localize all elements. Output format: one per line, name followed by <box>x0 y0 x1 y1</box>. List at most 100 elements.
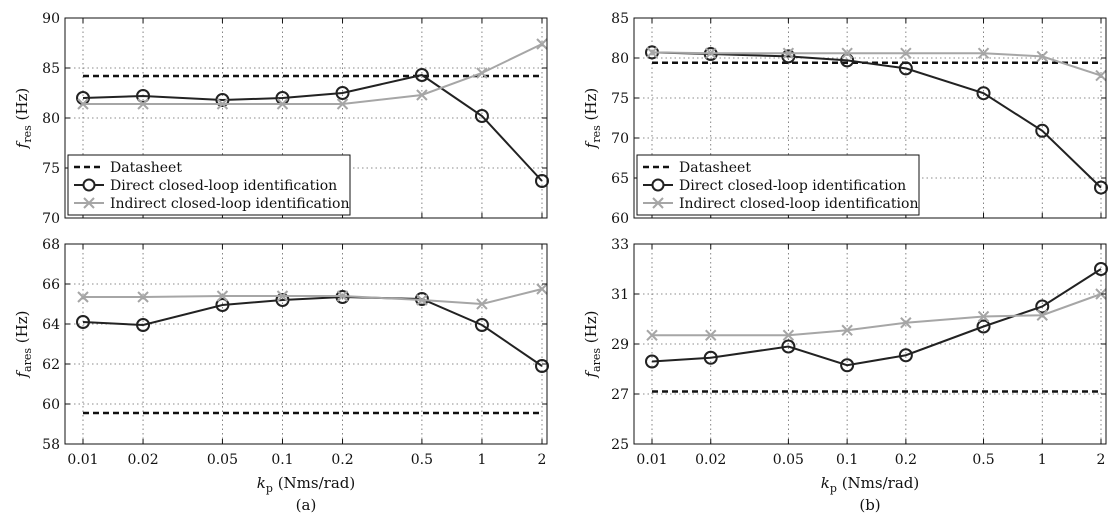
marker-x-stroke <box>782 329 795 341</box>
y-tick-label: 64 <box>42 317 60 333</box>
marker-circle <box>474 109 489 123</box>
legend: Datasheet Direct closed-loop identificati… <box>67 154 351 216</box>
marker-circle <box>703 350 718 365</box>
plot-b-ares: 25 27 29 31 33 0.01 0.02 0.05 0.1 0.2 0.5 1 2 fares (… <box>582 237 1108 468</box>
y-axis-label-unit: (Hz) <box>582 310 600 347</box>
marker-circle <box>1094 262 1108 276</box>
y-axis-label-unit: (Hz) <box>582 88 600 125</box>
marker-circle <box>335 86 350 100</box>
marker-x-stroke <box>336 290 349 302</box>
legend-label: Datasheet <box>110 160 182 176</box>
marker-x-stroke <box>782 47 795 59</box>
x-tick-label: 1 <box>477 452 486 468</box>
marker-x <box>977 310 990 323</box>
y-tick-label: 85 <box>611 11 629 27</box>
x-tick-label: 0.5 <box>972 452 994 468</box>
marker-circle <box>535 359 549 373</box>
y-axis-label: fares (Hz) <box>582 310 603 378</box>
plot-frame <box>633 17 1107 219</box>
marker-x-stroke <box>216 290 229 302</box>
legend: Datasheet Direct closed-loop identificati… <box>636 154 920 216</box>
marker-x-stroke <box>77 98 89 110</box>
panel-caption: (b) <box>859 496 880 514</box>
y-axis-label-sub: res <box>21 125 34 143</box>
legend-label: Direct closed-loop identification <box>110 178 337 194</box>
plot-a-res: 70 75 80 85 90 fres (Hz) Datasheet Direct close… <box>13 11 549 227</box>
marker-x-stroke <box>900 317 912 329</box>
legend-label: Indirect closed-loop identification <box>679 196 918 212</box>
marker-circle <box>136 89 151 103</box>
x-tick-label: 2 <box>538 452 547 468</box>
marker-circle <box>136 318 151 332</box>
y-tick-label: 80 <box>611 51 629 67</box>
x-axis-label-sub: p <box>266 482 273 495</box>
marker-x <box>782 329 795 341</box>
legend-marker-x <box>83 197 95 209</box>
x-tick-label: 2 <box>1097 452 1106 468</box>
y-axis-label-sub: ares <box>21 348 34 372</box>
y-tick-label: 90 <box>42 11 60 27</box>
marker-x-stroke <box>1095 69 1107 82</box>
legend-label: Indirect closed-loop identification <box>110 196 349 212</box>
marker-x-stroke <box>646 46 658 59</box>
legend-marker-circle <box>82 178 96 192</box>
marker-x-stroke <box>216 98 229 110</box>
x-axis-label: kp (Nms/rad) <box>257 474 355 495</box>
marker-circle <box>976 86 991 101</box>
marker-x <box>276 290 289 302</box>
marker-circle <box>645 354 659 369</box>
marker-x-stroke <box>137 98 149 110</box>
marker-x <box>536 38 548 50</box>
marker-x-stroke <box>137 291 149 303</box>
plot-b-res: 60 65 70 75 80 85 fres (Hz) Datasheet Direct clo… <box>582 11 1108 227</box>
series-line-2 <box>652 293 1102 337</box>
marker-circle <box>535 174 549 188</box>
marker-x <box>416 89 428 101</box>
marker-x <box>841 324 853 336</box>
y-tick-label: 68 <box>42 237 60 253</box>
y-tick-label: 60 <box>42 397 60 413</box>
y-tick-label: 33 <box>611 237 629 253</box>
y-tick-label: 70 <box>42 211 60 227</box>
x-axis-label-unit: (Nms/rad) <box>837 474 919 492</box>
y-tick-label: 80 <box>42 111 60 127</box>
plot-frame <box>64 243 548 445</box>
y-axis-label-main: f <box>582 140 600 149</box>
legend-box <box>67 154 351 216</box>
marker-x-stroke <box>705 47 717 59</box>
marker-x <box>476 67 488 79</box>
marker-circle <box>1035 299 1050 314</box>
x-tick-label: 0.02 <box>695 452 726 468</box>
y-tick-label: 31 <box>611 287 629 303</box>
marker-x-stroke <box>1036 50 1048 63</box>
y-axis-label: fres (Hz) <box>582 88 603 149</box>
x-tick-label: 0.2 <box>331 452 353 468</box>
marker-x <box>900 317 912 329</box>
y-axis-label-sub: res <box>590 125 603 143</box>
marker-x-stroke <box>336 98 349 110</box>
series-line-1 <box>651 51 1102 189</box>
marker-x-stroke <box>841 324 853 336</box>
y-tick-label: 75 <box>611 91 629 107</box>
y-axis-label: fares (Hz) <box>13 310 34 378</box>
marker-circle <box>840 358 855 373</box>
marker-x <box>977 47 990 59</box>
marker-x <box>77 291 89 303</box>
marker-x <box>646 329 658 341</box>
marker-circle <box>898 348 913 363</box>
legend-box <box>636 154 920 216</box>
marker-circle <box>781 339 796 354</box>
x-tick-label: 0.05 <box>207 452 238 468</box>
marker-x <box>536 283 548 295</box>
series-line-2 <box>83 288 543 306</box>
marker-circle <box>215 298 230 312</box>
marker-x-stroke <box>977 47 990 59</box>
marker-x-stroke <box>416 89 428 101</box>
y-axis-label-main: f <box>13 140 31 149</box>
y-tick-label: 85 <box>42 61 60 77</box>
marker-circle <box>215 93 230 107</box>
marker-x-stroke <box>77 291 89 303</box>
x-tick-label: 0.1 <box>836 452 858 468</box>
marker-x <box>336 98 349 110</box>
